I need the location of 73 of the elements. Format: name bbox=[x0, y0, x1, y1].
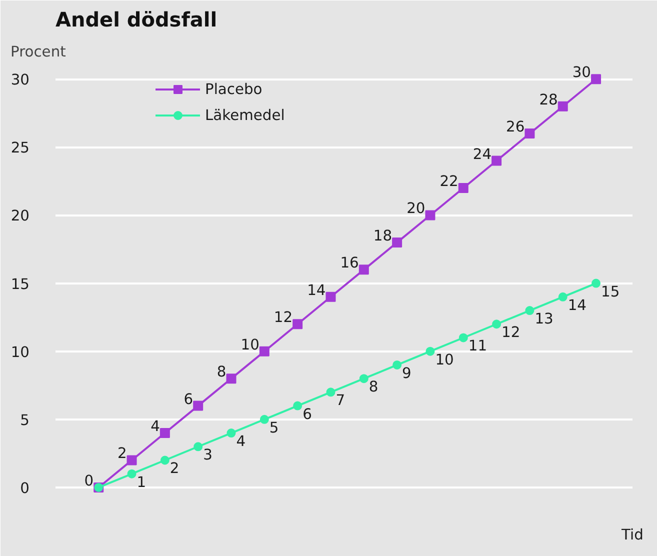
data-label: 14 bbox=[568, 296, 587, 314]
point bbox=[326, 292, 336, 302]
point bbox=[160, 428, 170, 438]
y-tick-label: 0 bbox=[20, 480, 30, 497]
data-label: 15 bbox=[601, 283, 620, 300]
data-label: 16 bbox=[340, 254, 359, 272]
point bbox=[558, 292, 568, 302]
point bbox=[492, 156, 502, 166]
data-label: 2 bbox=[117, 445, 127, 462]
point bbox=[392, 237, 402, 248]
data-label: 10 bbox=[435, 351, 454, 368]
chart-title: Andel dödsfall bbox=[56, 8, 218, 32]
data-label: 9 bbox=[402, 364, 412, 382]
data-label: 10 bbox=[240, 336, 260, 354]
point bbox=[226, 428, 236, 438]
point bbox=[425, 210, 436, 220]
data-label: 4 bbox=[236, 433, 246, 450]
point bbox=[127, 469, 136, 478]
point bbox=[160, 456, 170, 465]
data-label: 14 bbox=[307, 282, 326, 299]
y-tick-label: 20 bbox=[10, 208, 30, 225]
point bbox=[558, 101, 568, 112]
point bbox=[193, 400, 204, 411]
data-label: 12 bbox=[274, 309, 293, 326]
point bbox=[292, 319, 303, 330]
y-tick-label: 25 bbox=[10, 140, 30, 157]
data-label: 0 bbox=[84, 472, 94, 490]
data-label: 7 bbox=[336, 392, 346, 410]
data-label: 5 bbox=[269, 419, 279, 436]
point bbox=[492, 320, 502, 329]
data-label: 12 bbox=[502, 324, 520, 342]
point bbox=[326, 388, 336, 397]
point bbox=[458, 183, 468, 194]
point bbox=[592, 278, 601, 288]
legend-label: Läkemedel bbox=[205, 106, 285, 124]
data-label: 8 bbox=[368, 378, 378, 396]
point bbox=[591, 74, 602, 84]
legend-label: Placebo bbox=[205, 80, 262, 98]
point bbox=[226, 374, 236, 384]
data-label: 20 bbox=[406, 200, 426, 218]
data-label: 2 bbox=[170, 460, 180, 478]
point bbox=[260, 414, 269, 424]
data-label: 8 bbox=[216, 364, 226, 381]
point bbox=[194, 442, 203, 452]
data-label: 1 bbox=[136, 474, 146, 491]
point bbox=[524, 128, 535, 139]
data-label: 11 bbox=[468, 338, 488, 355]
data-label: 6 bbox=[302, 406, 312, 423]
point bbox=[458, 333, 468, 342]
y-axis-title: Procent bbox=[10, 44, 66, 60]
data-label: 30 bbox=[572, 64, 592, 82]
data-label: 28 bbox=[539, 91, 558, 108]
data-label: 13 bbox=[534, 310, 554, 328]
data-label: 6 bbox=[184, 390, 194, 408]
data-label: 22 bbox=[440, 173, 458, 190]
data-label: 3 bbox=[203, 446, 212, 464]
point bbox=[259, 346, 270, 356]
point bbox=[426, 346, 435, 356]
data-label: 4 bbox=[150, 418, 160, 436]
point bbox=[358, 264, 369, 275]
data-label: 18 bbox=[373, 227, 392, 244]
point bbox=[525, 306, 534, 316]
point bbox=[359, 374, 368, 384]
point bbox=[392, 360, 402, 370]
y-tick-label: 15 bbox=[10, 276, 30, 293]
point bbox=[126, 455, 137, 466]
y-tick-label: 30 bbox=[10, 72, 30, 89]
y-tick-label: 5 bbox=[20, 412, 30, 429]
point bbox=[293, 401, 302, 410]
x-axis-title: Tid bbox=[620, 526, 644, 544]
y-tick-label: 10 bbox=[10, 344, 30, 361]
data-label: 26 bbox=[506, 118, 525, 136]
data-label: 24 bbox=[472, 146, 492, 163]
